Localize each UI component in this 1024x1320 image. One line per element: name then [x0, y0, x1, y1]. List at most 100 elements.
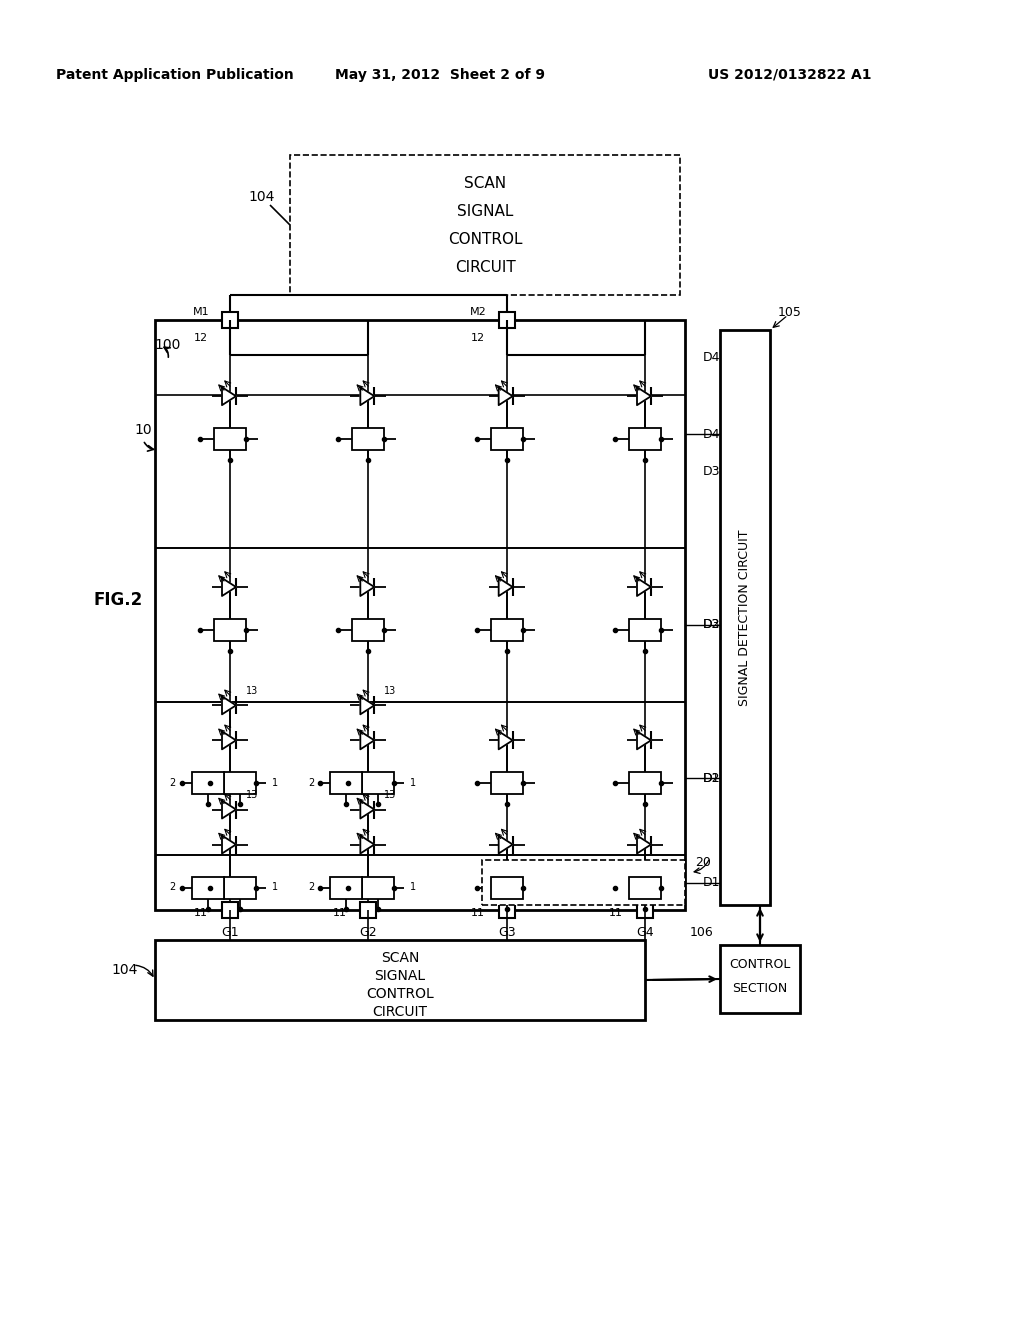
- Polygon shape: [360, 836, 375, 854]
- Text: M2: M2: [470, 308, 486, 317]
- Text: SIGNAL DETECTION CIRCUIT: SIGNAL DETECTION CIRCUIT: [738, 529, 752, 706]
- Bar: [490, 428, 522, 450]
- Text: Patent Application Publication: Patent Application Publication: [56, 69, 294, 82]
- Text: 1: 1: [272, 883, 279, 892]
- Text: US 2012/0132822 A1: US 2012/0132822 A1: [709, 69, 871, 82]
- Text: D3: D3: [703, 465, 721, 478]
- Bar: [629, 876, 662, 899]
- Text: D4: D4: [703, 351, 721, 364]
- Polygon shape: [637, 836, 651, 854]
- Bar: [224, 772, 256, 795]
- Polygon shape: [360, 731, 375, 750]
- Bar: [222, 312, 238, 327]
- Bar: [155, 319, 685, 909]
- Bar: [193, 876, 224, 899]
- Polygon shape: [222, 800, 236, 818]
- Text: G4: G4: [636, 925, 653, 939]
- Bar: [490, 876, 522, 899]
- Text: D3: D3: [703, 619, 721, 631]
- Bar: [352, 619, 384, 642]
- Text: D4: D4: [703, 428, 721, 441]
- Bar: [490, 772, 522, 795]
- Text: 13: 13: [246, 686, 258, 697]
- Text: SIGNAL: SIGNAL: [457, 203, 513, 219]
- Bar: [224, 876, 256, 899]
- Text: 100: 100: [155, 338, 181, 352]
- Text: 11: 11: [333, 908, 346, 917]
- Text: 105: 105: [778, 305, 802, 318]
- Polygon shape: [499, 578, 513, 597]
- Bar: [193, 772, 224, 795]
- Polygon shape: [360, 800, 375, 818]
- Text: 20: 20: [695, 855, 711, 869]
- Text: SCAN: SCAN: [381, 950, 419, 965]
- Text: 11: 11: [471, 908, 484, 917]
- Polygon shape: [222, 836, 236, 854]
- Polygon shape: [222, 731, 236, 750]
- Text: 2: 2: [170, 779, 176, 788]
- Polygon shape: [637, 731, 651, 750]
- Polygon shape: [637, 387, 651, 405]
- Text: 11: 11: [609, 908, 623, 917]
- Bar: [629, 619, 662, 642]
- Bar: [499, 902, 515, 917]
- Bar: [331, 772, 362, 795]
- Text: G2: G2: [359, 925, 377, 939]
- Bar: [481, 861, 685, 906]
- Polygon shape: [360, 697, 375, 714]
- Text: 10: 10: [134, 422, 152, 437]
- Bar: [629, 428, 662, 450]
- Text: CIRCUIT: CIRCUIT: [455, 260, 515, 275]
- Text: FIG.2: FIG.2: [93, 591, 142, 609]
- Bar: [720, 945, 800, 1012]
- Text: D1: D1: [703, 876, 721, 888]
- Text: 13: 13: [246, 791, 258, 800]
- Text: 1: 1: [411, 883, 417, 892]
- Bar: [360, 902, 377, 917]
- Text: 104: 104: [249, 190, 275, 205]
- Text: May 31, 2012  Sheet 2 of 9: May 31, 2012 Sheet 2 of 9: [335, 69, 545, 82]
- Bar: [362, 772, 394, 795]
- Text: D2: D2: [703, 619, 721, 631]
- Text: 13: 13: [384, 686, 396, 697]
- Bar: [629, 772, 662, 795]
- Bar: [490, 619, 522, 642]
- Text: D2: D2: [703, 772, 721, 785]
- Text: M1: M1: [194, 308, 210, 317]
- Bar: [290, 154, 680, 294]
- Text: CONTROL: CONTROL: [447, 231, 522, 247]
- Polygon shape: [499, 387, 513, 405]
- Bar: [222, 902, 238, 917]
- Polygon shape: [637, 578, 651, 597]
- Text: 11: 11: [194, 908, 208, 917]
- Text: D1: D1: [703, 772, 721, 785]
- Text: 2: 2: [308, 779, 314, 788]
- Text: 2: 2: [308, 883, 314, 892]
- Text: CIRCUIT: CIRCUIT: [373, 1005, 427, 1019]
- Text: 1: 1: [411, 779, 417, 788]
- Bar: [331, 876, 362, 899]
- Polygon shape: [499, 836, 513, 854]
- Text: 13: 13: [384, 791, 396, 800]
- Bar: [214, 619, 246, 642]
- Text: SECTION: SECTION: [732, 982, 787, 995]
- Text: G1: G1: [221, 925, 239, 939]
- Text: SCAN: SCAN: [464, 176, 506, 190]
- Text: G3: G3: [498, 925, 515, 939]
- Text: CONTROL: CONTROL: [367, 987, 434, 1001]
- Polygon shape: [222, 387, 236, 405]
- Bar: [155, 940, 645, 1020]
- Text: 12: 12: [194, 333, 208, 343]
- Polygon shape: [222, 578, 236, 597]
- Text: SIGNAL: SIGNAL: [375, 969, 426, 983]
- Text: 1: 1: [272, 779, 279, 788]
- Bar: [499, 312, 515, 327]
- Bar: [637, 902, 653, 917]
- Polygon shape: [222, 697, 236, 714]
- Polygon shape: [360, 578, 375, 597]
- Text: 104: 104: [112, 964, 138, 977]
- Polygon shape: [360, 387, 375, 405]
- Bar: [362, 876, 394, 899]
- Bar: [214, 428, 246, 450]
- Polygon shape: [499, 731, 513, 750]
